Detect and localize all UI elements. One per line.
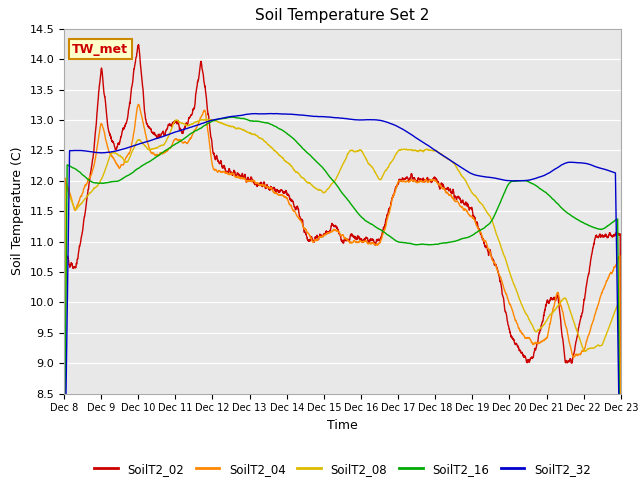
Y-axis label: Soil Temperature (C): Soil Temperature (C) [11,147,24,276]
X-axis label: Time: Time [327,419,358,432]
Text: TW_met: TW_met [72,43,129,56]
Title: Soil Temperature Set 2: Soil Temperature Set 2 [255,9,429,24]
Legend: SoilT2_02, SoilT2_04, SoilT2_08, SoilT2_16, SoilT2_32: SoilT2_02, SoilT2_04, SoilT2_08, SoilT2_… [90,458,595,480]
